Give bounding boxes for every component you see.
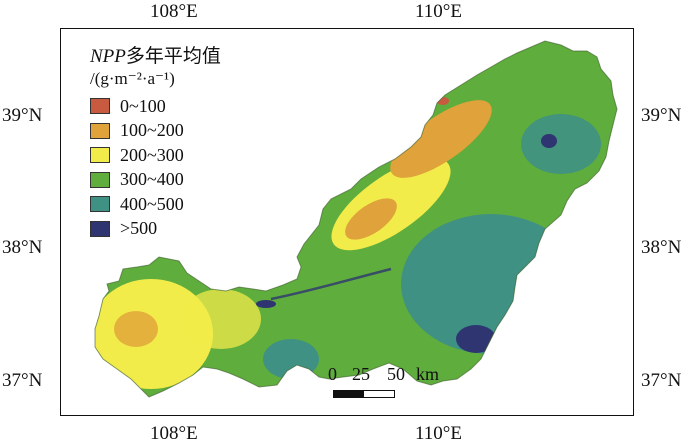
scale-unit: km (416, 364, 440, 384)
scale-bar-white-segment (364, 391, 394, 397)
bottom-lon-label-110: 110°E (415, 423, 462, 444)
legend-swatch (90, 122, 110, 139)
legend-label: 400~500 (120, 193, 184, 214)
legend-label: 200~300 (120, 144, 184, 165)
legend-swatch (90, 147, 110, 164)
npp-teal-south-zone (263, 339, 319, 379)
left-lat-label-38: 38°N (2, 237, 43, 258)
npp-orange-sw-zone (114, 311, 158, 347)
legend-label: >500 (120, 218, 158, 239)
scale-bar (333, 390, 395, 398)
left-lat-label-37: 37°N (2, 370, 43, 391)
map-frame (60, 28, 634, 416)
legend-item: 100~200 (90, 119, 221, 144)
npp-map (94, 40, 618, 398)
npp-orange-west-zone (345, 198, 397, 240)
npp-orange-ridge-zone (390, 100, 492, 178)
left-lat-label-39: 39°N (2, 105, 43, 126)
legend-title-npp: NPP (90, 46, 126, 67)
legend-title: NPP多年平均值 (90, 46, 221, 68)
npp-navy-se-patch (456, 325, 496, 353)
right-lat-label-39: 39°N (641, 105, 682, 126)
legend-swatch (90, 171, 110, 188)
legend-item: 400~500 (90, 192, 221, 217)
npp-yellow-mid-zone (181, 289, 261, 349)
legend-item: 0~100 (90, 94, 221, 119)
npp-navy-ne-patch (541, 134, 557, 148)
legend-unit: /(g·m⁻²·a⁻¹) (90, 69, 175, 88)
legend-swatch (90, 98, 110, 115)
scale-tick-50: 50 (387, 364, 405, 384)
top-lon-label-108: 108°E (150, 1, 198, 22)
top-lon-label-110: 110°E (415, 1, 462, 22)
scale-bar-black-segment (334, 391, 364, 397)
legend-item: 300~400 (90, 168, 221, 193)
legend-item: >500 (90, 217, 221, 242)
map-legend: NPP多年平均值 /(g·m⁻²·a⁻¹) 0~100 100~200 200~30… (90, 46, 221, 241)
legend-swatch (90, 220, 110, 237)
scale-tick-25: 25 (352, 364, 370, 384)
legend-label: 100~200 (120, 120, 184, 141)
legend-items: 0~100 100~200 200~300 300~400 400~500 >500 (90, 94, 221, 241)
legend-item: 200~300 (90, 143, 221, 168)
right-lat-label-38: 38°N (641, 237, 682, 258)
river-line (270, 267, 392, 301)
scale-tick-0: 0 (328, 364, 337, 384)
npp-navy-river-patch (256, 300, 276, 308)
legend-label: 300~400 (120, 169, 184, 190)
npp-teal-ne-zone (521, 114, 601, 174)
bottom-lon-label-108: 108°E (150, 423, 198, 444)
legend-label: 0~100 (120, 95, 166, 116)
legend-swatch (90, 196, 110, 213)
right-lat-label-37: 37°N (641, 370, 682, 391)
legend-title-rest: 多年平均值 (125, 46, 221, 67)
